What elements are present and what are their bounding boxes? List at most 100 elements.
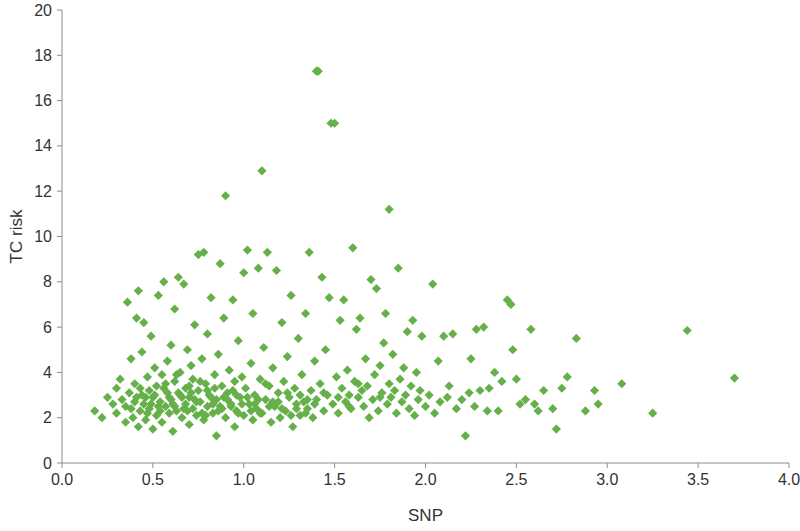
point bbox=[374, 406, 383, 415]
point bbox=[174, 273, 183, 282]
point bbox=[226, 402, 235, 411]
x-tick bbox=[607, 463, 608, 468]
y-tick-label: 0 bbox=[43, 455, 52, 472]
point bbox=[197, 409, 206, 418]
point bbox=[157, 370, 166, 379]
point bbox=[112, 384, 121, 393]
point bbox=[203, 386, 212, 395]
point bbox=[410, 411, 419, 420]
point bbox=[257, 166, 266, 175]
point bbox=[343, 366, 352, 375]
point bbox=[330, 119, 339, 128]
y-tick bbox=[57, 417, 62, 418]
point bbox=[319, 388, 328, 397]
point bbox=[197, 354, 206, 363]
point bbox=[274, 388, 283, 397]
point bbox=[590, 386, 599, 395]
point bbox=[179, 404, 188, 413]
y-axis-title: TC risk bbox=[7, 209, 26, 263]
point bbox=[352, 325, 361, 334]
point bbox=[286, 411, 295, 420]
x-tick-label: 3.5 bbox=[687, 471, 709, 488]
point bbox=[185, 420, 194, 429]
point bbox=[228, 295, 237, 304]
point bbox=[190, 320, 199, 329]
point bbox=[594, 400, 603, 409]
x-axis-title: SNP bbox=[408, 506, 443, 525]
point bbox=[146, 332, 155, 341]
point bbox=[408, 316, 417, 325]
point bbox=[345, 402, 354, 411]
point bbox=[219, 393, 228, 402]
x-tick-label: 2.0 bbox=[414, 471, 436, 488]
point bbox=[230, 377, 239, 386]
point bbox=[166, 341, 175, 350]
point bbox=[443, 393, 452, 402]
point bbox=[150, 363, 159, 372]
y-tick bbox=[57, 463, 62, 464]
point bbox=[288, 422, 297, 431]
point bbox=[490, 368, 499, 377]
point bbox=[217, 381, 226, 390]
point bbox=[317, 273, 326, 282]
point bbox=[248, 309, 257, 318]
point bbox=[479, 323, 488, 332]
point bbox=[366, 275, 375, 284]
y-tick bbox=[57, 372, 62, 373]
point bbox=[265, 402, 274, 411]
y-tick-label: 16 bbox=[34, 92, 52, 109]
y-tick-label: 6 bbox=[43, 319, 52, 336]
point bbox=[212, 431, 221, 440]
point bbox=[363, 381, 372, 390]
point bbox=[232, 390, 241, 399]
point bbox=[465, 388, 474, 397]
point bbox=[165, 409, 174, 418]
y-tick bbox=[57, 327, 62, 328]
point bbox=[395, 375, 404, 384]
point bbox=[370, 370, 379, 379]
point bbox=[148, 424, 157, 433]
x-tick bbox=[789, 463, 790, 468]
point bbox=[297, 370, 306, 379]
y-tick-label: 2 bbox=[43, 409, 52, 426]
x-tick bbox=[698, 463, 699, 468]
point bbox=[170, 402, 179, 411]
point bbox=[526, 325, 535, 334]
point bbox=[497, 377, 506, 386]
point bbox=[137, 347, 146, 356]
point bbox=[141, 415, 150, 424]
point bbox=[150, 390, 159, 399]
x-tick-label: 1.0 bbox=[233, 471, 255, 488]
point bbox=[305, 248, 314, 257]
x-tick bbox=[243, 463, 244, 468]
point bbox=[128, 413, 137, 422]
point bbox=[466, 354, 475, 363]
point bbox=[103, 393, 112, 402]
point bbox=[417, 332, 426, 341]
point bbox=[368, 395, 377, 404]
point bbox=[159, 384, 168, 393]
point bbox=[194, 386, 203, 395]
point bbox=[430, 409, 439, 418]
point bbox=[337, 384, 346, 393]
point bbox=[434, 356, 443, 365]
point bbox=[388, 350, 397, 359]
point bbox=[190, 395, 199, 404]
point bbox=[134, 422, 143, 431]
point bbox=[272, 266, 281, 275]
point bbox=[617, 379, 626, 388]
point bbox=[156, 406, 165, 415]
point bbox=[121, 418, 130, 427]
point bbox=[521, 395, 530, 404]
point bbox=[279, 377, 288, 386]
point bbox=[390, 386, 399, 395]
point bbox=[485, 384, 494, 393]
point bbox=[243, 393, 252, 402]
point bbox=[294, 334, 303, 343]
point bbox=[168, 427, 177, 436]
point bbox=[325, 293, 334, 302]
point bbox=[365, 413, 374, 422]
point bbox=[152, 381, 161, 390]
point bbox=[112, 409, 121, 418]
point bbox=[254, 395, 263, 404]
